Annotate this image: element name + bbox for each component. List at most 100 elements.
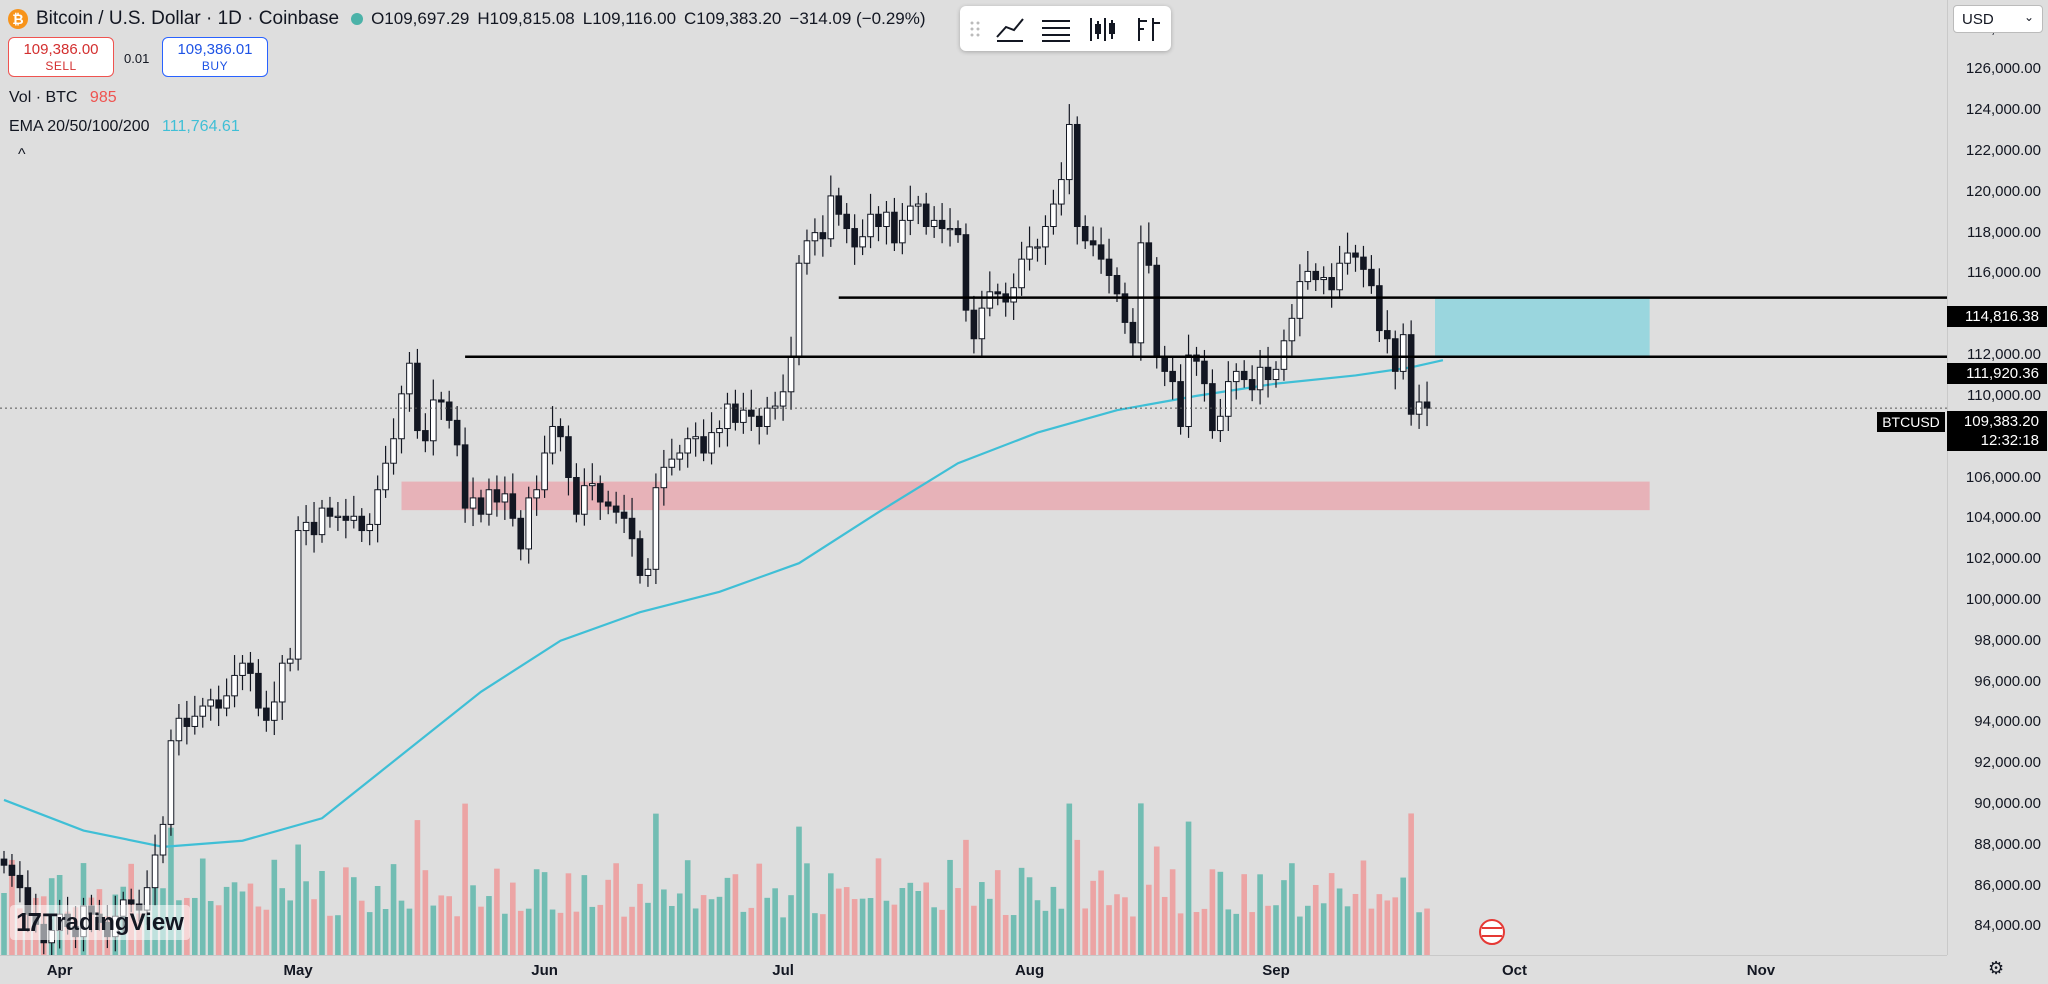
candle-body [286,658,294,664]
ema-value: 111,764.61 [162,118,240,135]
candle-body [1256,366,1264,391]
volume-bar [867,898,874,955]
symbol-title[interactable]: Bitcoin / U.S. Dollar · 1D · Coinbase [36,8,340,29]
candle-body [437,399,445,403]
candle-body [1121,293,1129,323]
candle-body [453,419,461,446]
candle-body [1272,368,1280,381]
volume-bar [851,899,858,955]
volume-bar [351,877,357,955]
candle-body [549,425,556,454]
price-tick-label: 102,000.00 [1965,550,2041,568]
ema-indicator-legend[interactable]: EMA 20/50/100/200 111,764.61 [9,118,240,136]
horizontal-lines-tool-icon[interactable] [1038,11,1074,47]
candle-body [16,874,24,889]
volume-bar [287,900,293,955]
candle-body [875,213,882,228]
candle-body [358,515,366,532]
candle-body [573,477,580,515]
volume-bar [374,885,381,955]
candle-body [406,362,413,395]
volume-bar [1392,897,1399,955]
volume-bar [565,873,572,955]
buy-button[interactable]: 109,386.01 BUY [162,37,268,77]
collapse-legend-icon[interactable]: ^ [18,146,26,163]
candle-body [867,213,874,238]
candle-body [1376,285,1383,332]
candle-body [684,438,692,454]
candle-body [350,515,358,521]
volume-bar [366,912,373,955]
volume-bar [1408,813,1414,955]
candle-body [199,705,207,717]
volume-bar [1225,909,1232,955]
volume-bar [343,867,349,955]
volume-bar [303,881,309,955]
volume-bar [605,879,611,955]
tradingview-logo[interactable]: 17 TradingView [10,905,190,940]
volume-bar [502,913,508,955]
volume-bar [438,895,445,955]
candle-body [938,219,946,230]
time-axis[interactable]: Apr May Jun Jul Aug Sep Oct Nov [0,955,1947,984]
bars-tool-icon[interactable] [1084,11,1120,47]
market-status-dot-icon [351,13,364,25]
volume-bar [390,864,397,955]
candle-body [1240,370,1248,381]
volume-bar [1297,916,1303,955]
candle-body [1280,340,1288,370]
volume-indicator-legend[interactable]: Vol · BTC 985 [9,89,117,107]
volume-bar [327,915,333,955]
candle-body [151,854,159,889]
candle-body [1113,274,1121,295]
price-tick-label: 120,000.00 [1965,182,2041,200]
time-tick-label: Aug [1014,962,1045,979]
candle-body [1026,246,1033,260]
candle-body [414,362,421,432]
symbol-header: ₿ Bitcoin / U.S. Dollar · 1D · Coinbase … [8,6,926,32]
volume-bar [859,898,866,955]
volume-bar [494,868,500,955]
settings-gear-icon[interactable]: ⚙ [1988,958,2005,978]
fib-tool-icon[interactable] [1130,11,1166,47]
volume-bar [955,888,961,955]
time-tick-label: Jul [772,962,794,979]
volume-bar [192,897,198,955]
price-chart[interactable] [0,0,1947,955]
candle-body [803,240,811,264]
price-tick-label: 96,000.00 [1974,672,2041,690]
candle-body [263,707,270,721]
candle-body [1137,242,1145,344]
candle-body [740,409,747,423]
supply-zone [1435,297,1650,358]
time-tick-label: Jun [531,962,558,979]
candle-body [922,203,930,228]
candle-body [930,219,938,228]
volume-bar [1328,873,1335,955]
candle-body [1336,262,1343,291]
volume-bar [804,863,810,955]
candle-body [827,195,835,240]
trend-line-tool-icon[interactable] [992,11,1028,47]
volume-bar [1114,894,1120,955]
currency-select[interactable]: USD ⌄ [1953,5,2043,33]
volume-bar [335,915,341,955]
price-tick-label: 84,000.00 [1974,917,2041,935]
price-axis[interactable]: 128,000.00126,000.00124,000.00122,000.00… [1947,0,2048,955]
volume-bar [1161,896,1168,955]
volume-bar [1249,912,1255,955]
sell-button[interactable]: 109,386.00 SELL [8,37,114,77]
candle-body [390,438,397,464]
volume-bar [613,863,619,955]
volume-bar [255,906,262,955]
volume-bar [462,803,468,955]
volume-bar [541,872,548,955]
candle-body [946,228,954,231]
drag-handle-icon[interactable] [968,11,982,47]
candle-body [557,425,564,438]
volume-bar [1352,893,1359,955]
candle-body [1407,334,1415,415]
volume-bar [700,895,707,955]
candle-body [1105,258,1113,276]
candle-body [811,232,819,242]
